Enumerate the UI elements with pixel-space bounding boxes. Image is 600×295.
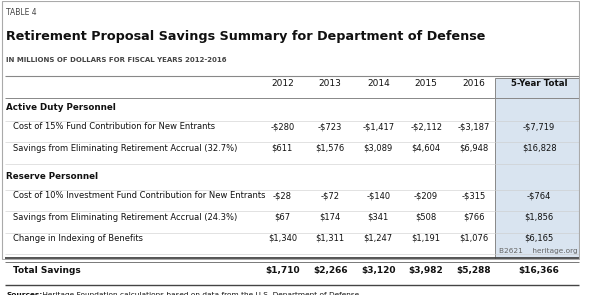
Text: $1,340: $1,340: [268, 234, 297, 243]
Text: $174: $174: [320, 213, 341, 222]
Text: $1,076: $1,076: [460, 234, 488, 243]
Text: $611: $611: [272, 144, 293, 153]
Text: $16,366: $16,366: [518, 266, 560, 275]
Text: 2014: 2014: [367, 79, 389, 88]
Text: $3,089: $3,089: [364, 144, 393, 153]
Text: Active Duty Personnel: Active Duty Personnel: [7, 103, 116, 112]
Text: $4,604: $4,604: [412, 144, 440, 153]
Text: $1,710: $1,710: [265, 266, 299, 275]
Text: Savings from Eliminating Retirement Accrual (32.7%): Savings from Eliminating Retirement Accr…: [13, 144, 238, 153]
Text: $1,576: $1,576: [316, 144, 345, 153]
Text: $2,266: $2,266: [313, 266, 347, 275]
Text: $508: $508: [415, 213, 437, 222]
Text: -$1,417: -$1,417: [362, 122, 394, 132]
Text: -$72: -$72: [320, 191, 340, 200]
Text: $1,856: $1,856: [524, 213, 554, 222]
Text: Cost of 15% Fund Contribution for New Entrants: Cost of 15% Fund Contribution for New En…: [13, 122, 215, 132]
Text: -$140: -$140: [366, 191, 391, 200]
Text: 5-Year Total: 5-Year Total: [511, 79, 568, 88]
Text: -$2,112: -$2,112: [410, 122, 442, 132]
Text: -$723: -$723: [318, 122, 343, 132]
Text: $3,982: $3,982: [409, 266, 443, 275]
Text: B2621    heritage.org: B2621 heritage.org: [499, 248, 578, 254]
Text: Change in Indexing of Benefits: Change in Indexing of Benefits: [13, 234, 143, 243]
Text: TABLE 4: TABLE 4: [7, 9, 37, 17]
Text: -$209: -$209: [414, 191, 438, 200]
Text: 2013: 2013: [319, 79, 341, 88]
Text: $341: $341: [368, 213, 389, 222]
Text: Savings from Eliminating Retirement Accrual (24.3%): Savings from Eliminating Retirement Accr…: [13, 213, 238, 222]
Text: -$3,187: -$3,187: [458, 122, 490, 132]
Text: Sources:: Sources:: [7, 292, 43, 295]
Text: Reserve Personnel: Reserve Personnel: [7, 172, 98, 181]
Text: -$315: -$315: [462, 191, 486, 200]
Text: Heritage Foundation calculations based on data from the U.S. Department of Defen: Heritage Foundation calculations based o…: [40, 292, 362, 295]
Text: -$764: -$764: [527, 191, 551, 200]
Text: IN MILLIONS OF DOLLARS FOR FISCAL YEARS 2012-2016: IN MILLIONS OF DOLLARS FOR FISCAL YEARS …: [7, 57, 227, 63]
Text: Cost of 10% Investment Fund Contribution for New Entrants: Cost of 10% Investment Fund Contribution…: [13, 191, 266, 200]
Text: 2015: 2015: [415, 79, 437, 88]
Text: $3,120: $3,120: [361, 266, 395, 275]
Text: 2012: 2012: [271, 79, 294, 88]
Text: $5,288: $5,288: [457, 266, 491, 275]
Text: Retirement Proposal Savings Summary for Department of Defense: Retirement Proposal Savings Summary for …: [7, 30, 486, 43]
Text: $1,191: $1,191: [412, 234, 440, 243]
Text: Total Savings: Total Savings: [13, 266, 81, 275]
Text: $67: $67: [274, 213, 290, 222]
Text: 2016: 2016: [463, 79, 485, 88]
Text: $16,828: $16,828: [522, 144, 556, 153]
Text: -$28: -$28: [273, 191, 292, 200]
Text: -$280: -$280: [270, 122, 295, 132]
FancyBboxPatch shape: [495, 78, 580, 285]
Text: $1,247: $1,247: [364, 234, 393, 243]
Text: $1,311: $1,311: [316, 234, 345, 243]
Text: $6,948: $6,948: [460, 144, 488, 153]
Text: $766: $766: [463, 213, 485, 222]
Text: $6,165: $6,165: [524, 234, 554, 243]
Text: -$7,719: -$7,719: [523, 122, 555, 132]
